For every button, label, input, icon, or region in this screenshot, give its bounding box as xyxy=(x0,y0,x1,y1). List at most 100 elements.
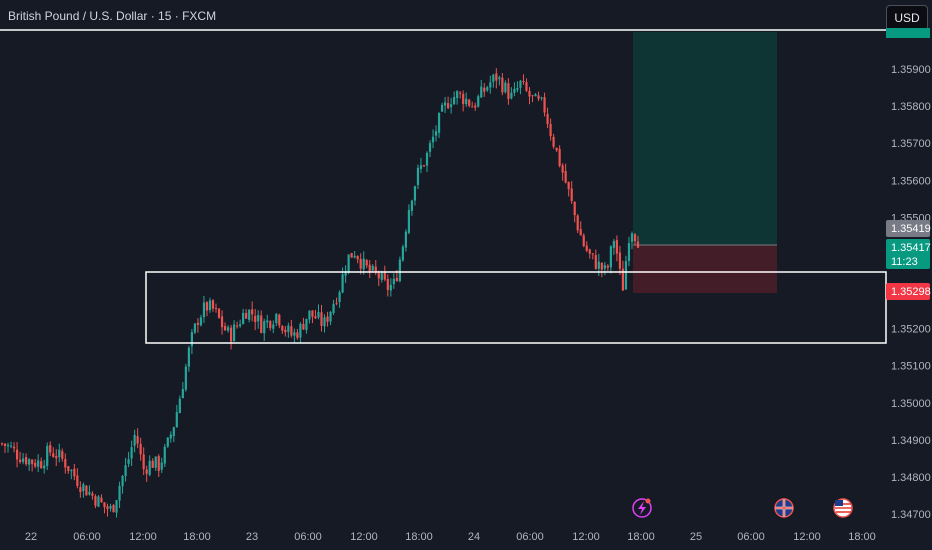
candle xyxy=(0,442,4,446)
time-axis[interactable]: 22 06:00 12:00 18:00 23 06:00 12:00 18:00 24 06:0… xyxy=(25,531,876,543)
candle xyxy=(338,290,341,308)
candle xyxy=(389,278,392,297)
candle xyxy=(347,254,350,275)
candle xyxy=(543,92,546,117)
candle xyxy=(43,459,46,474)
candle xyxy=(103,502,106,514)
candle xyxy=(636,235,640,248)
y-tick-label: 1.35100 xyxy=(891,361,931,373)
candle xyxy=(522,74,525,85)
candles-layer xyxy=(0,68,640,518)
stop-zone xyxy=(633,245,777,293)
candle xyxy=(383,265,386,282)
candle xyxy=(356,255,359,264)
candle xyxy=(443,96,447,113)
candle xyxy=(561,163,564,181)
candle xyxy=(70,469,73,480)
candle xyxy=(549,118,552,141)
candle xyxy=(266,314,269,329)
candle xyxy=(220,310,224,335)
range-box[interactable] xyxy=(145,271,887,344)
candle xyxy=(61,448,64,462)
candle xyxy=(169,431,172,443)
x-tick-label: 18:00 xyxy=(848,531,876,543)
candle xyxy=(416,164,420,190)
candle xyxy=(302,317,305,330)
candle xyxy=(588,248,591,259)
candle xyxy=(25,453,28,467)
candle xyxy=(573,201,576,223)
candle xyxy=(58,443,61,463)
candle xyxy=(428,140,432,158)
candle xyxy=(431,129,435,149)
candle xyxy=(489,75,492,94)
y-tick-label: 1.35700 xyxy=(891,138,931,150)
candle xyxy=(100,494,103,503)
y-tick-label: 1.34800 xyxy=(891,472,931,484)
candle xyxy=(196,318,200,333)
candle xyxy=(217,308,221,319)
y-tick-label: 1.35600 xyxy=(891,175,931,187)
candle xyxy=(413,185,417,206)
candle xyxy=(311,310,314,324)
candle xyxy=(166,437,169,448)
candle xyxy=(296,328,299,340)
candle xyxy=(257,310,260,329)
candle xyxy=(447,96,450,110)
x-tick-label: 24 xyxy=(468,531,480,543)
candle xyxy=(579,221,582,236)
x-tick-label: 12:00 xyxy=(129,531,157,543)
candle xyxy=(112,504,115,513)
price-tag-gray: 1.35419 xyxy=(886,220,931,237)
candle xyxy=(190,329,193,355)
candle xyxy=(223,322,227,331)
candle xyxy=(94,494,97,509)
candle xyxy=(154,456,157,471)
candle xyxy=(459,91,462,99)
candle xyxy=(232,320,236,342)
candle xyxy=(525,78,528,93)
y-tick-label: 1.35200 xyxy=(891,324,931,336)
candle xyxy=(507,78,510,105)
x-tick-label: 06:00 xyxy=(737,531,765,543)
candle xyxy=(371,264,374,272)
candle xyxy=(242,308,245,325)
candle xyxy=(299,322,302,344)
lightning-event-icon[interactable] xyxy=(632,498,652,518)
candle xyxy=(425,151,429,172)
candle xyxy=(236,321,239,329)
x-tick-label: 25 xyxy=(690,531,702,543)
candle xyxy=(151,458,154,468)
y-tick-label: 1.35800 xyxy=(891,101,931,113)
candle xyxy=(576,213,579,234)
candle xyxy=(615,235,619,262)
candle xyxy=(15,442,19,468)
candle xyxy=(437,112,441,138)
candle xyxy=(335,297,338,306)
x-tick-label: 06:00 xyxy=(294,531,322,543)
candle xyxy=(609,245,612,274)
candle xyxy=(498,75,501,86)
x-tick-label: 06:00 xyxy=(73,531,101,543)
candle xyxy=(46,442,49,471)
candle xyxy=(462,90,465,112)
uk-flag-icon[interactable] xyxy=(774,498,794,518)
candle xyxy=(320,304,323,332)
us-flag-icon[interactable] xyxy=(833,498,853,518)
x-tick-label: 12:00 xyxy=(350,531,378,543)
candle xyxy=(495,68,498,89)
candle xyxy=(582,233,585,248)
candle xyxy=(6,442,10,453)
candle xyxy=(281,325,284,334)
candle xyxy=(124,457,127,482)
candle xyxy=(450,97,453,114)
candle xyxy=(248,309,251,323)
candle xyxy=(453,91,456,105)
candle xyxy=(254,308,257,331)
candle xyxy=(133,429,136,453)
candle xyxy=(314,309,317,320)
candle xyxy=(603,261,606,276)
x-tick-label: 12:00 xyxy=(572,531,600,543)
candle xyxy=(612,238,615,255)
